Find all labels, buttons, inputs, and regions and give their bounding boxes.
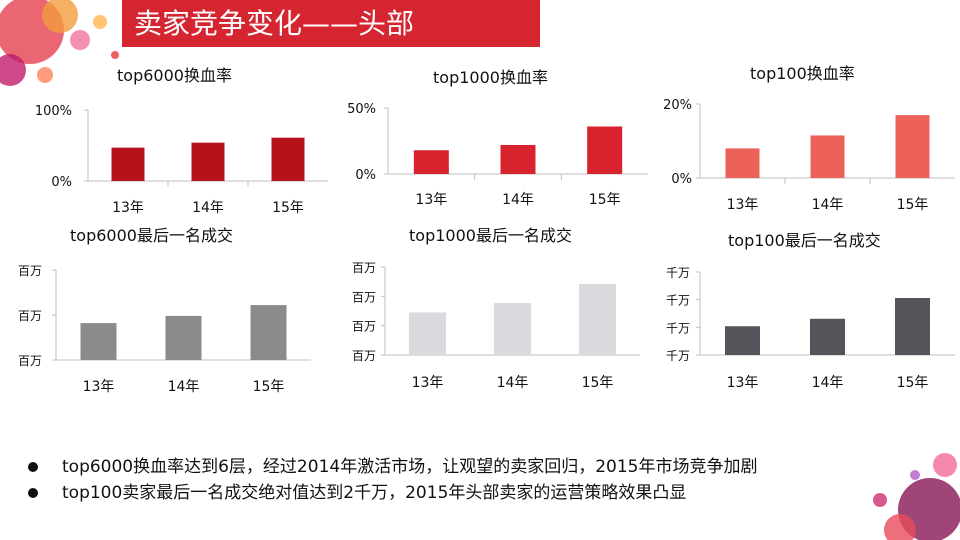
- x-tick-label: 14年: [502, 192, 534, 208]
- y-tick-label: 千万: [666, 266, 690, 280]
- bar: [250, 305, 287, 360]
- bar: [111, 147, 145, 181]
- x-tick-label: 14年: [812, 197, 844, 213]
- bar: [810, 135, 845, 178]
- x-tick-label: 15年: [897, 197, 929, 213]
- x-tick-label: 15年: [589, 192, 621, 208]
- y-tick-label: 千万: [666, 321, 690, 335]
- y-tick-label: 百万: [18, 354, 42, 368]
- bar: [895, 298, 930, 355]
- x-tick-label: 15年: [272, 200, 304, 216]
- bar: [725, 326, 760, 355]
- bullet-icon: [28, 488, 38, 498]
- chart-title: top1000换血率: [433, 68, 548, 87]
- bar: [725, 148, 760, 178]
- page-title: 卖家竞争变化——头部: [134, 7, 415, 40]
- x-tick-label: 13年: [112, 200, 144, 216]
- bar: [895, 115, 930, 178]
- bar: [810, 318, 845, 355]
- y-tick-label: 100%: [35, 104, 72, 119]
- bullet-list: top6000换血率达到6层，经过2014年激活市场，让观望的卖家回归，2015…: [28, 454, 938, 506]
- bullet-icon: [28, 462, 38, 472]
- bar: [409, 312, 446, 355]
- x-tick-label: 13年: [83, 379, 115, 395]
- chart-title: top100最后一名成交: [728, 231, 881, 250]
- y-tick-label: 百万: [352, 290, 376, 304]
- y-tick-label: 50%: [347, 102, 376, 117]
- x-tick-label: 14年: [812, 375, 844, 391]
- chart-title: top100换血率: [750, 64, 855, 83]
- y-tick-label: 百万: [352, 349, 376, 363]
- x-tick-label: 15年: [253, 379, 285, 395]
- y-tick-label: 千万: [666, 294, 690, 308]
- bar: [579, 284, 616, 355]
- y-tick-label: 百万: [18, 264, 42, 278]
- bar: [413, 150, 449, 174]
- bar: [80, 323, 117, 360]
- x-tick-label: 13年: [727, 197, 759, 213]
- bar: [494, 303, 531, 355]
- x-tick-label: 13年: [412, 375, 444, 391]
- title-banner: [122, 0, 540, 47]
- bar: [165, 315, 202, 360]
- chart-title: top1000最后一名成交: [409, 226, 572, 245]
- list-item: top100卖家最后一名成交绝对值达到2千万，2015年头部卖家的运营策略效果凸…: [28, 480, 938, 506]
- bar: [587, 126, 623, 174]
- paint-splash-decoration: [873, 453, 960, 540]
- y-tick-label: 百万: [352, 261, 376, 275]
- x-tick-label: 13年: [727, 375, 759, 391]
- chart-title: top6000换血率: [117, 66, 232, 85]
- y-tick-label: 0%: [355, 168, 376, 183]
- chart-title: top6000最后一名成交: [70, 226, 233, 245]
- y-tick-label: 20%: [663, 98, 692, 113]
- y-tick-label: 0%: [671, 172, 692, 187]
- y-tick-label: 百万: [352, 320, 376, 334]
- x-tick-label: 15年: [582, 375, 614, 391]
- bar: [500, 144, 536, 174]
- y-tick-label: 百万: [18, 309, 42, 323]
- bar: [271, 137, 305, 181]
- x-tick-label: 14年: [497, 375, 529, 391]
- x-tick-label: 14年: [168, 379, 200, 395]
- y-tick-label: 千万: [666, 349, 690, 363]
- x-tick-label: 15年: [897, 375, 929, 391]
- paint-splash-decoration: [0, 0, 119, 86]
- x-tick-label: 13年: [415, 192, 447, 208]
- list-item: top6000换血率达到6层，经过2014年激活市场，让观望的卖家回归，2015…: [28, 454, 938, 480]
- bar: [191, 142, 225, 181]
- bullet-text: top100卖家最后一名成交绝对值达到2千万，2015年头部卖家的运营策略效果凸…: [62, 483, 687, 503]
- bullet-text: top6000换血率达到6层，经过2014年激活市场，让观望的卖家回归，2015…: [62, 457, 758, 477]
- x-tick-label: 14年: [192, 200, 224, 216]
- y-tick-label: 0%: [51, 175, 72, 190]
